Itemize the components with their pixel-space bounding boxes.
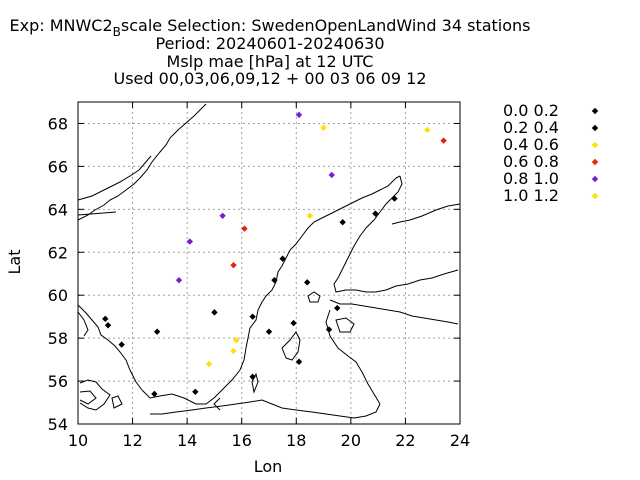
grid xyxy=(78,102,460,424)
station-marker xyxy=(249,313,256,320)
x-tick-label: 18 xyxy=(286,431,306,450)
legend-label: 0.4 0.6 xyxy=(503,135,559,154)
station-marker xyxy=(306,212,314,219)
legend-marker xyxy=(591,175,599,183)
legend-marker xyxy=(591,107,599,115)
station-marker xyxy=(192,388,199,395)
legend-label: 0.6 0.8 xyxy=(503,152,559,171)
y-tick-label: 58 xyxy=(48,329,68,348)
station-marker xyxy=(104,322,112,329)
station-marker xyxy=(391,195,398,202)
title-line-1-sub: B xyxy=(113,25,121,39)
x-tick-label: 12 xyxy=(122,431,142,450)
station-marker xyxy=(295,111,303,119)
station-marker xyxy=(325,326,333,333)
station-marker xyxy=(279,255,286,262)
station-marker xyxy=(328,171,335,179)
station-marker xyxy=(151,390,158,398)
data-points xyxy=(102,111,447,398)
x-axis-label: Lon xyxy=(254,457,283,476)
legend-label: 1.0 1.2 xyxy=(503,186,559,205)
station-marker xyxy=(230,261,237,269)
station-marker xyxy=(440,137,447,144)
plot-frame xyxy=(77,101,461,425)
station-marker xyxy=(241,225,248,232)
coastline xyxy=(77,103,461,419)
station-marker xyxy=(153,328,161,335)
legend-label: 0.8 1.0 xyxy=(503,169,559,188)
legend-marker xyxy=(591,124,599,132)
x-tick-label: 14 xyxy=(177,431,197,450)
x-tick-label: 16 xyxy=(232,431,252,450)
station-marker xyxy=(233,337,240,344)
station-marker xyxy=(320,124,327,131)
legend-marker xyxy=(591,192,599,200)
station-marker xyxy=(249,373,256,380)
y-tick-label: 68 xyxy=(48,114,68,133)
station-marker xyxy=(175,276,183,284)
plot-border xyxy=(77,101,461,425)
legend-label: 0.2 0.4 xyxy=(503,118,559,137)
title-line-1-post: scale Selection: SwedenOpenLandWind 34 s… xyxy=(121,16,531,35)
station-marker xyxy=(230,347,237,355)
station-marker xyxy=(265,328,273,335)
station-marker xyxy=(205,360,213,368)
station-marker xyxy=(186,238,194,245)
title-line-1-pre: Exp: MNWC2 xyxy=(9,16,112,35)
y-tick-labels: 54 56 58 60 62 64 66 68 xyxy=(48,114,68,434)
station-marker xyxy=(211,309,218,316)
legend-label: 0.0 0.2 xyxy=(503,101,559,120)
title-line-4: Used 00,03,06,09,12 + 00 03 06 09 12 xyxy=(114,69,427,88)
station-marker xyxy=(295,358,303,365)
station-marker xyxy=(219,212,226,219)
station-marker xyxy=(102,315,109,323)
x-tick-label: 20 xyxy=(341,431,361,450)
station-marker xyxy=(424,126,431,134)
x-tick-labels: 10 12 14 16 18 20 22 24 xyxy=(68,431,470,450)
y-tick-label: 64 xyxy=(48,200,68,219)
title-line-1: Exp: MNWC2Bscale Selection: SwedenOpenLa… xyxy=(9,16,530,39)
y-tick-label: 60 xyxy=(48,286,68,305)
y-tick-label: 56 xyxy=(48,372,68,391)
y-tick-label: 54 xyxy=(48,415,68,434)
station-marker xyxy=(271,276,278,284)
title-line-2: Period: 20240601-20240630 xyxy=(155,34,384,53)
y-tick-label: 62 xyxy=(48,243,68,262)
legend: 0.0 0.20.2 0.40.4 0.60.6 0.80.8 1.01.0 1… xyxy=(503,101,599,205)
station-marker xyxy=(118,341,125,348)
station-marker xyxy=(334,304,341,312)
title-line-3: Mslp mae [hPa] at 12 UTC xyxy=(167,52,374,71)
station-marker xyxy=(339,219,346,226)
station-marker xyxy=(372,210,379,217)
legend-marker xyxy=(591,158,599,166)
y-tick-label: 66 xyxy=(48,157,68,176)
x-tick-label: 10 xyxy=(68,431,88,450)
x-tick-label: 22 xyxy=(395,431,415,450)
y-axis-label: Lat xyxy=(5,250,24,275)
x-tick-label: 24 xyxy=(450,431,470,450)
station-marker xyxy=(304,279,311,286)
station-marker xyxy=(290,319,297,327)
legend-marker xyxy=(591,141,599,149)
